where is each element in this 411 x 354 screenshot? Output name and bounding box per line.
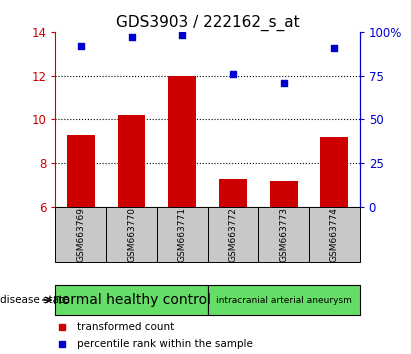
Bar — [320, 137, 348, 207]
Bar — [106, 207, 157, 262]
Bar — [258, 207, 309, 262]
Bar — [309, 207, 360, 262]
Bar — [55, 207, 106, 262]
Point — [78, 43, 84, 49]
Point — [128, 34, 135, 40]
Bar — [270, 181, 298, 207]
Bar — [168, 76, 196, 207]
Bar — [157, 207, 208, 262]
Bar — [219, 179, 247, 207]
Text: GSM663769: GSM663769 — [76, 207, 85, 262]
Text: GSM663774: GSM663774 — [330, 207, 339, 262]
Text: normal healthy control: normal healthy control — [53, 293, 210, 307]
Bar — [67, 135, 95, 207]
Text: transformed count: transformed count — [77, 321, 174, 332]
Text: GSM663771: GSM663771 — [178, 207, 187, 262]
Bar — [208, 207, 258, 262]
Text: GSM663773: GSM663773 — [279, 207, 288, 262]
Bar — [118, 115, 145, 207]
Text: percentile rank within the sample: percentile rank within the sample — [77, 339, 253, 349]
Text: GSM663770: GSM663770 — [127, 207, 136, 262]
Text: GSM663772: GSM663772 — [229, 207, 238, 262]
Bar — [55, 285, 208, 315]
Bar — [208, 285, 360, 315]
Title: GDS3903 / 222162_s_at: GDS3903 / 222162_s_at — [116, 14, 299, 30]
Text: disease state: disease state — [0, 295, 70, 305]
Point — [331, 45, 337, 51]
Point — [230, 71, 236, 77]
Point — [280, 80, 287, 86]
Point — [179, 33, 185, 38]
Text: intracranial arterial aneurysm: intracranial arterial aneurysm — [216, 296, 351, 304]
